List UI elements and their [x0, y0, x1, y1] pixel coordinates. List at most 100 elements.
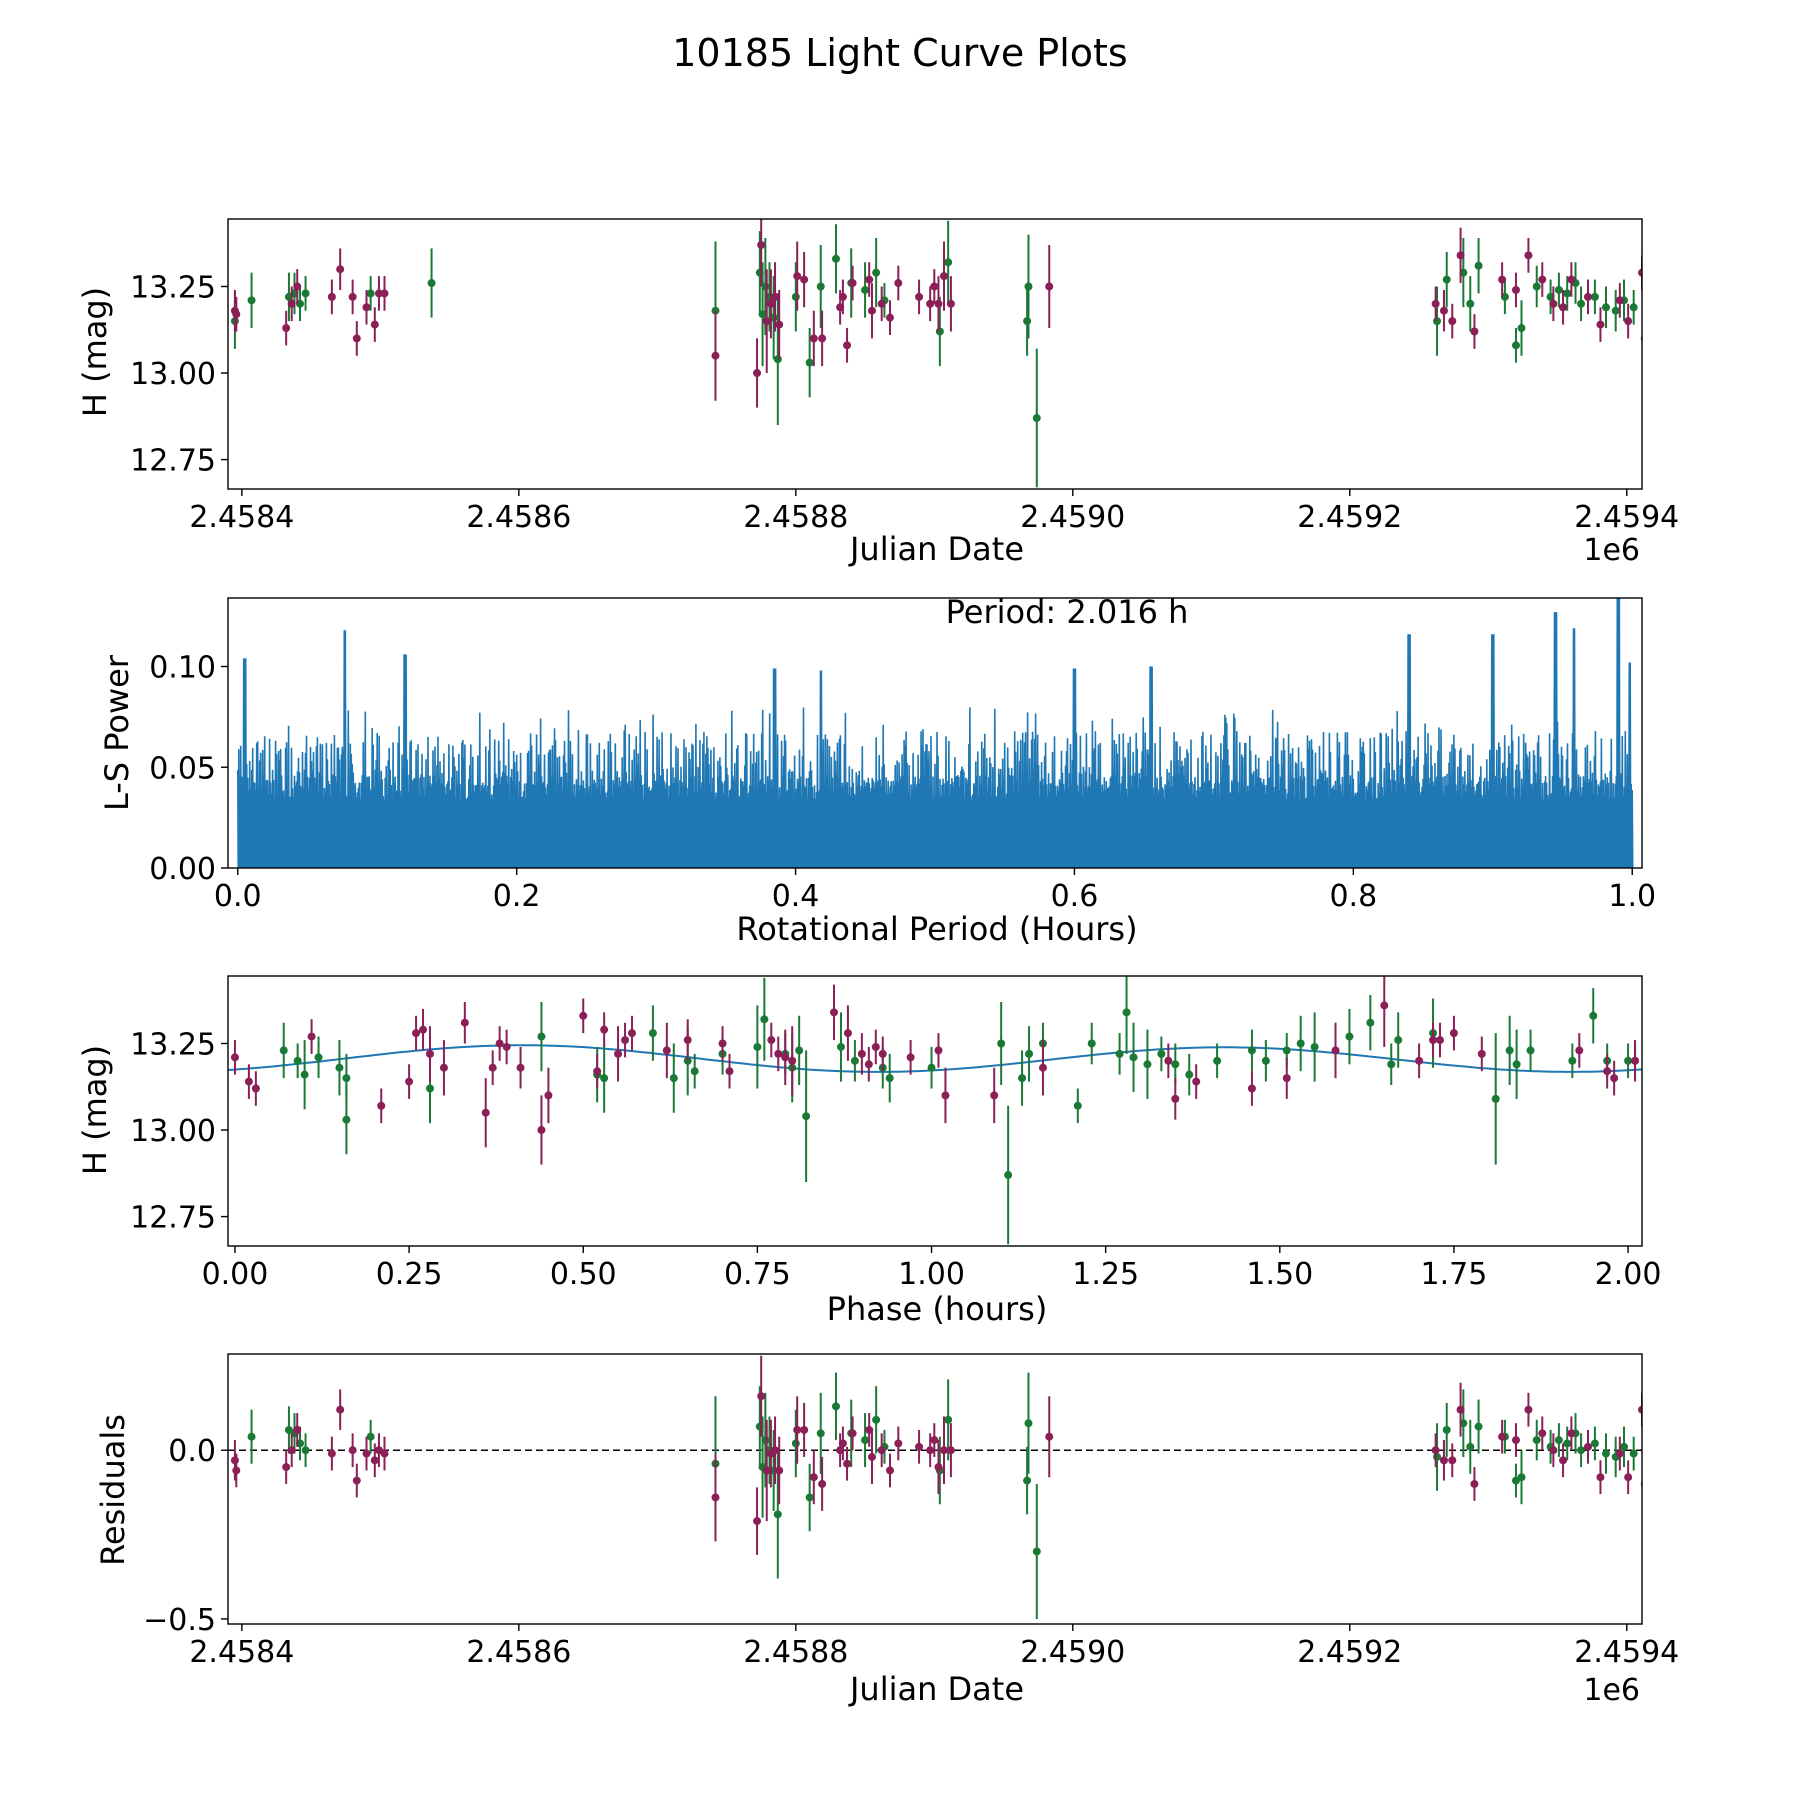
panel3-purple-point-56	[1603, 1067, 1612, 1076]
panel1-purple-point-6	[336, 265, 345, 274]
panel4-purple-point-14	[753, 1517, 762, 1526]
panel3-purple-point-23	[628, 1029, 636, 1038]
panel1-xtick-label-4: 2.4592	[1297, 500, 1402, 535]
panel4-purple-point-48	[1538, 1429, 1547, 1438]
panel3-green-point-28	[1004, 1171, 1013, 1180]
panel1-purple-point-23	[818, 334, 827, 343]
panel1-purple-point-57	[1650, 300, 1658, 308]
panel1-xtick-label-3: 2.4590	[1020, 500, 1125, 535]
panel1-green-point-21	[872, 268, 881, 277]
panel4-xtick-label-5: 2.4594	[1574, 1635, 1679, 1670]
panel4-xlabel: Julian Date	[848, 1670, 1024, 1708]
panel1-purple-point-26	[843, 341, 852, 350]
panel1-xtick-label-1: 2.4586	[466, 500, 571, 535]
panel1-green-point-48	[1650, 293, 1658, 301]
panel4-green-point-24	[1024, 1419, 1033, 1428]
panel4-xtick-label-2: 2.4588	[743, 1635, 848, 1670]
panel4-purple-point-19	[775, 1466, 784, 1475]
panel4-purple-point-54	[1615, 1449, 1624, 1458]
panel4-purple-point-21	[800, 1425, 809, 1434]
panel3-purple-point-41	[990, 1091, 999, 1100]
panel3-green-point-37	[1143, 1060, 1152, 1069]
panel3-green-point-7	[426, 1084, 434, 1093]
panel4-purple-point-3	[287, 1446, 296, 1455]
panel-phase-fold: Phase (hours) H (mag)	[76, 1045, 1047, 1328]
panel3-green-point-36	[1129, 1053, 1138, 1062]
panel4-green-point-40	[1590, 1439, 1599, 1448]
panel1-purple-point-14	[753, 369, 762, 378]
panel3-green-point-10	[600, 1074, 609, 1083]
panel3-green-point-22	[836, 1042, 845, 1051]
panel4-ytick-label-0: −0.5	[143, 1603, 216, 1638]
panel4-green-point-46	[1650, 1436, 1658, 1444]
panel1-green-point-31	[1466, 299, 1475, 308]
panel1-xtick-label-0: 2.4584	[189, 500, 294, 535]
panel3-purple-point-46	[1247, 1084, 1256, 1093]
panel3-purple-point-8	[426, 1049, 434, 1058]
panel1-content	[230, 219, 1707, 488]
panel1-purple-point-19	[775, 320, 784, 329]
panel1-green-point-51	[1699, 314, 1707, 322]
panel3-xtick-label-0: 0.00	[202, 1257, 269, 1292]
panel4-purple-point-29	[867, 1452, 876, 1461]
panel1-green-point-16	[805, 358, 814, 367]
panel4-purple-point-50	[1559, 1456, 1568, 1465]
panel4-purple-point-7	[348, 1446, 357, 1455]
panel1-purple-point-53	[1596, 320, 1605, 329]
panel1-green-point-17	[816, 282, 825, 291]
panel1-purple-point-35	[930, 282, 939, 291]
panel1-green-point-50	[1682, 317, 1690, 325]
panel4-green-point-44	[1629, 1449, 1638, 1458]
panel3-purple-point-51	[1429, 1036, 1438, 1045]
panel1-green-point-46	[1629, 303, 1638, 312]
panel1-purple-point-54	[1615, 296, 1624, 305]
panel4-purple-point-51	[1567, 1429, 1576, 1438]
panel3-green-point-6	[342, 1115, 351, 1124]
panel3-ylabel: H (mag)	[76, 1045, 114, 1175]
panel-ls-periodogram: Rotational Period (Hours) L-S Power Peri…	[98, 593, 1188, 948]
panel4-purple-point-20	[793, 1425, 802, 1434]
panel3-green-point-5	[342, 1074, 351, 1083]
panel4-purple-point-47	[1524, 1405, 1533, 1414]
panel3-green-point-56	[1568, 1056, 1577, 1065]
panel1-purple-point-43	[1456, 251, 1465, 260]
panel3-purple-point-21	[614, 1049, 623, 1058]
panel1-green-point-18	[831, 254, 840, 263]
panel1-purple-point-30	[877, 299, 886, 308]
panel3-purple-point-11	[481, 1108, 490, 1117]
panel3-green-point-39	[1171, 1060, 1180, 1069]
panel1-green-point-25	[1023, 317, 1032, 326]
panel3-green-point-34	[1115, 1049, 1124, 1058]
panel3-purple-point-48	[1331, 1046, 1340, 1055]
panel3-purple-point-27	[725, 1067, 734, 1076]
panel1-purple-point-11	[374, 289, 383, 298]
panel3-xtick-label-3: 0.75	[724, 1257, 791, 1292]
panel3-green-point-1	[293, 1056, 302, 1065]
panel1-green-point-7	[427, 279, 436, 288]
panel1-purple-point-27	[848, 279, 857, 288]
panel-jd-lightcurve: Julian Date H (mag) 1e6	[76, 287, 1640, 568]
panel4-green-point-9	[761, 1436, 770, 1445]
panel1-purple-point-20	[793, 272, 802, 281]
panel3-purple-point-9	[439, 1063, 448, 1072]
panel4-purple-point-53	[1596, 1473, 1605, 1482]
panel2-xlabel: Rotational Period (Hours)	[736, 910, 1137, 948]
panel1-purple-point-28	[865, 275, 874, 284]
panel1-purple-point-37	[940, 272, 949, 281]
panel1-purple-point-41	[1439, 306, 1448, 315]
panel3-purple-point-33	[843, 1029, 852, 1038]
panel1-purple-point-46	[1511, 285, 1520, 294]
panel2-ytick-label-1: 0.05	[149, 751, 216, 786]
panel1-purple-point-16	[762, 317, 771, 326]
panel1-purple-point-49	[1549, 299, 1558, 308]
panel1-green-point-15	[791, 292, 800, 301]
panel1-green-point-41	[1577, 299, 1586, 308]
panel3-xtick-label-4: 1.00	[898, 1257, 965, 1292]
panel1-purple-point-58	[1671, 286, 1679, 294]
panel1-purple-point-33	[915, 292, 924, 301]
panel4-ytick-label-1: 0.0	[168, 1434, 216, 1469]
panel4-purple-point-18	[771, 1446, 780, 1455]
panel4-purple-point-4	[293, 1425, 302, 1434]
panel3-purple-point-6	[412, 1029, 421, 1038]
panel3-purple-point-7	[419, 1025, 428, 1034]
